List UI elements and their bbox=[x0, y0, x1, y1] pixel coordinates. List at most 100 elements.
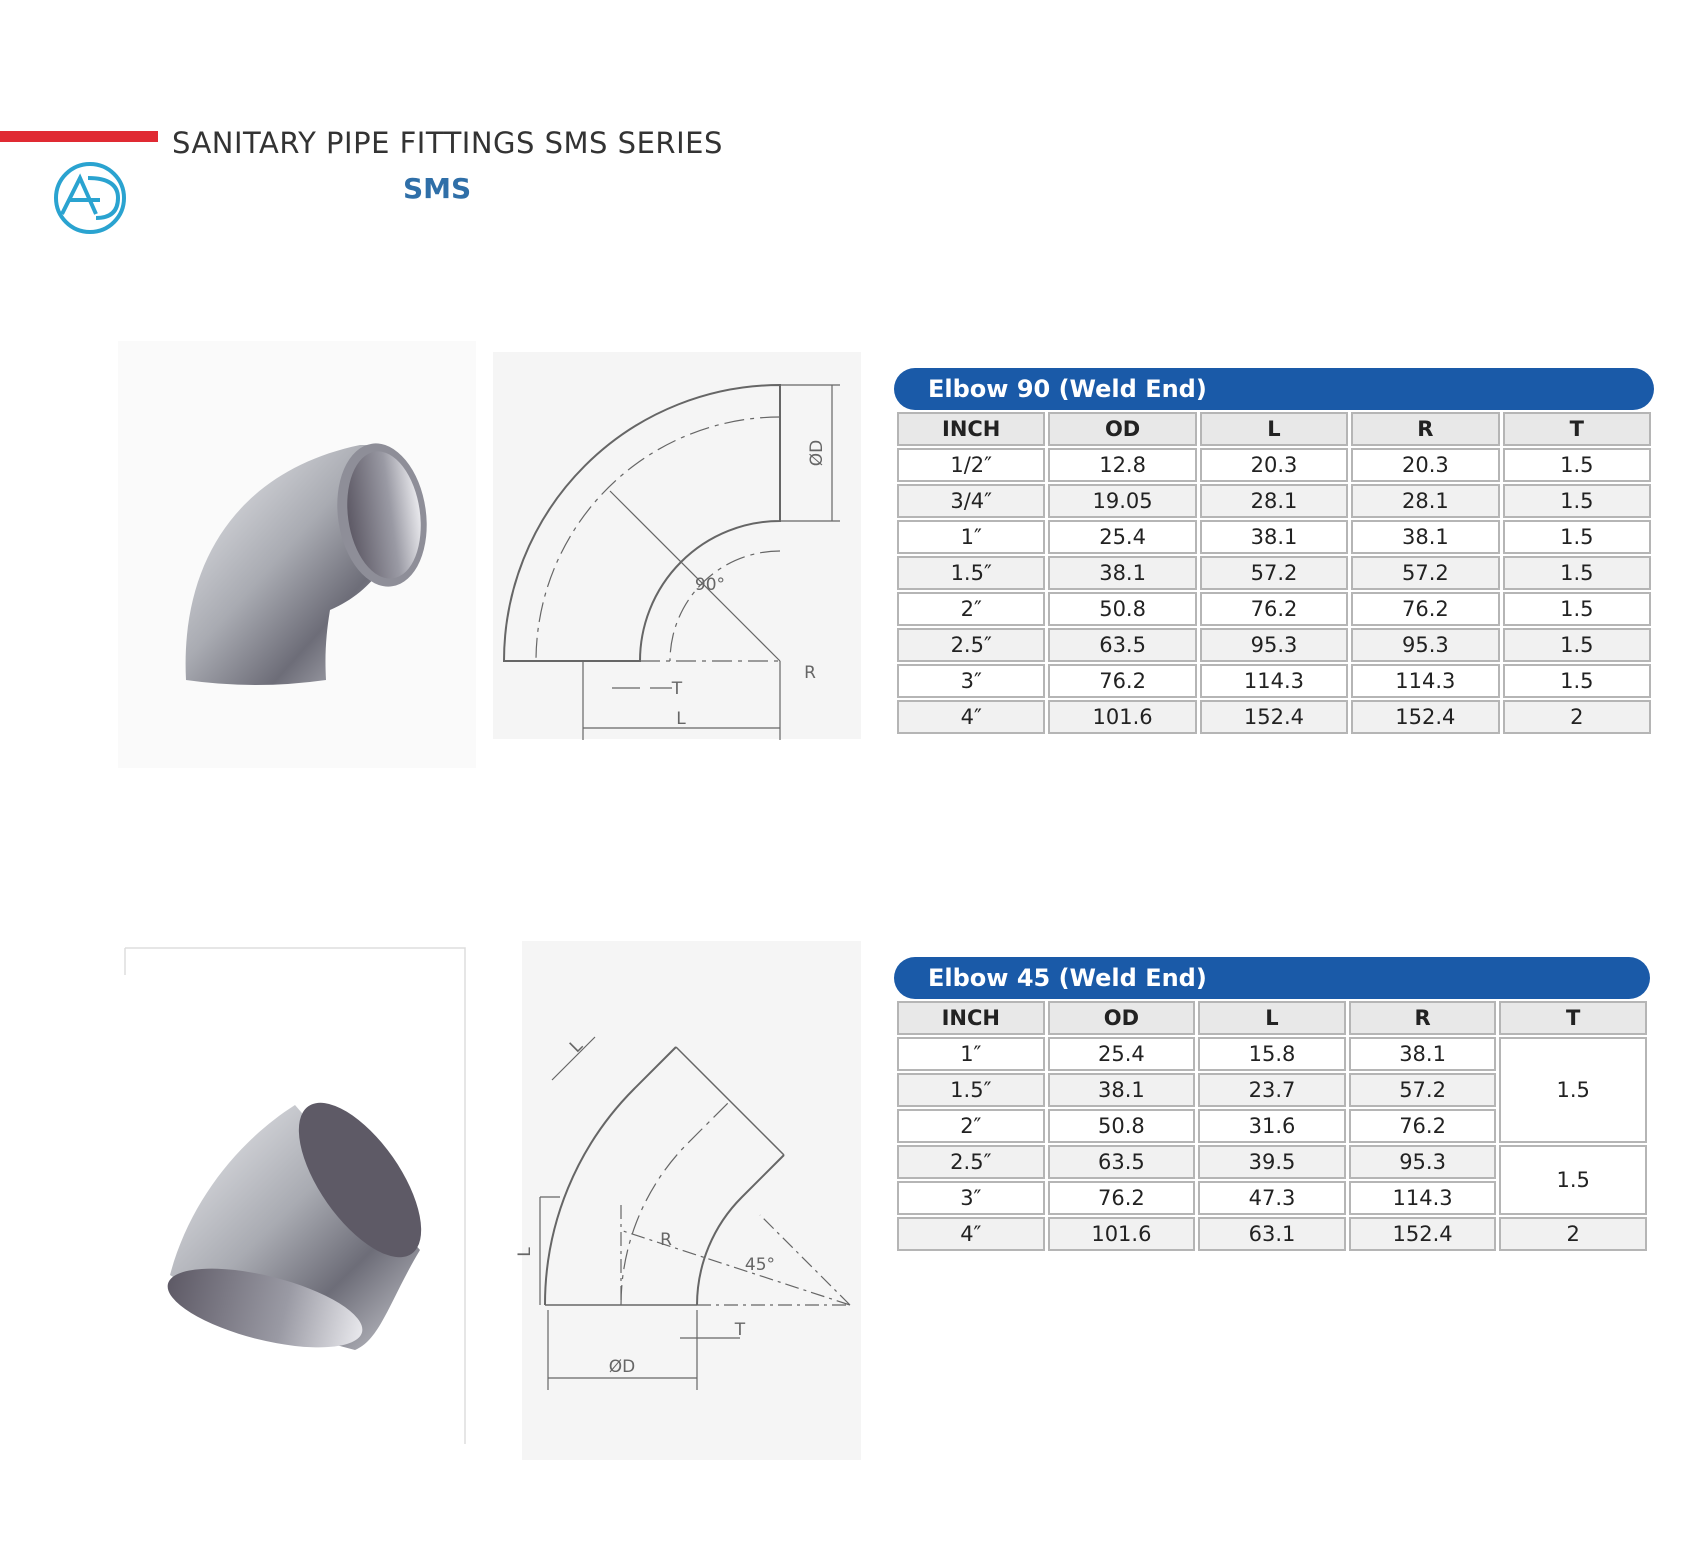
diagram-label: L bbox=[676, 709, 686, 729]
table-cell: 38.1 bbox=[1351, 520, 1500, 554]
table-cell: 1.5 bbox=[1502, 556, 1651, 590]
table-cell: 1.5 bbox=[1502, 448, 1651, 482]
table-cell: 39.5 bbox=[1198, 1145, 1346, 1179]
table-cell: 2.5″ bbox=[897, 628, 1046, 662]
table-row: 1.5″ 38.1 57.2 57.2 1.5 bbox=[897, 556, 1651, 590]
table-cell: 38.1 bbox=[1048, 556, 1197, 590]
table-cell: 50.8 bbox=[1048, 592, 1197, 626]
header-row: INCH OD L R T bbox=[897, 1001, 1647, 1035]
table-cell: 114.3 bbox=[1348, 1181, 1497, 1215]
table-cell: 114.3 bbox=[1199, 664, 1349, 698]
drawing-bg bbox=[493, 352, 861, 739]
table-row: 3″ 76.2 47.3 114.3 bbox=[897, 1181, 1647, 1215]
table-cell: 1.5 bbox=[1502, 484, 1651, 518]
table-cell: 2 bbox=[1499, 1217, 1647, 1251]
table-cell: 101.6 bbox=[1048, 700, 1197, 734]
table-row: 3/4″ 19.05 28.1 28.1 1.5 bbox=[897, 484, 1651, 518]
table-cell: 15.8 bbox=[1198, 1037, 1346, 1071]
table-cell: 31.6 bbox=[1198, 1109, 1346, 1143]
column-header: INCH bbox=[897, 1001, 1045, 1035]
table-cell: 1.5 bbox=[1502, 664, 1651, 698]
table-cell: 38.1 bbox=[1047, 1073, 1196, 1107]
diagram-label: T bbox=[734, 1320, 746, 1340]
table-cell: 63.5 bbox=[1047, 1145, 1196, 1179]
spec-table: INCH OD L R T 1″ 25.4 15.8 38.1 1.5 1.5″ 38.1 23.7 57… bbox=[894, 999, 1650, 1253]
diagram-label: ØD bbox=[807, 440, 827, 466]
table-cell: 57.2 bbox=[1199, 556, 1349, 590]
table-title: Elbow 45 (Weld End) bbox=[894, 957, 1650, 999]
table-cell: 1/2″ bbox=[897, 448, 1046, 482]
diagram-label: R bbox=[804, 663, 816, 683]
table-cell: 76.2 bbox=[1351, 592, 1500, 626]
table-cell: 2″ bbox=[897, 592, 1046, 626]
table-cell: 50.8 bbox=[1047, 1109, 1196, 1143]
table-cell: 152.4 bbox=[1351, 700, 1500, 734]
elbow-45-drawing bbox=[539, 1036, 851, 1390]
table-cell: 12.8 bbox=[1048, 448, 1197, 482]
table-row: 4″ 101.6 152.4 152.4 2 bbox=[897, 700, 1651, 734]
table-cell: 95.3 bbox=[1351, 628, 1500, 662]
page-subtitle: SMS bbox=[403, 172, 472, 205]
table-cell: 1.5″ bbox=[897, 1073, 1045, 1107]
table-row: 1″ 25.4 15.8 38.1 1.5 bbox=[897, 1037, 1647, 1143]
diagram-label: R bbox=[660, 1230, 672, 1250]
column-header: T bbox=[1502, 412, 1651, 446]
table-cell: 76.2 bbox=[1199, 592, 1349, 626]
table-cell: 47.3 bbox=[1198, 1181, 1346, 1215]
table-cell: 57.2 bbox=[1351, 556, 1500, 590]
table-title: Elbow 90 (Weld End) bbox=[894, 368, 1654, 410]
table-row: 2.5″ 63.5 95.3 95.3 1.5 bbox=[897, 628, 1651, 662]
table-cell: 28.1 bbox=[1199, 484, 1349, 518]
column-header: L bbox=[1199, 412, 1349, 446]
table-cell: 95.3 bbox=[1348, 1145, 1497, 1179]
column-header: R bbox=[1351, 412, 1500, 446]
table-cell: 1.5 bbox=[1502, 592, 1651, 626]
table-cell: 1.5 bbox=[1499, 1037, 1647, 1143]
table-row: 1″ 25.4 38.1 38.1 1.5 bbox=[897, 520, 1651, 554]
table-cell: 25.4 bbox=[1047, 1037, 1196, 1071]
table-cell: 76.2 bbox=[1048, 664, 1197, 698]
table-cell: 2 bbox=[1502, 700, 1651, 734]
column-header: L bbox=[1198, 1001, 1346, 1035]
table-cell: 4″ bbox=[897, 700, 1046, 734]
table-row: 1/2″ 12.8 20.3 20.3 1.5 bbox=[897, 448, 1651, 482]
column-header: T bbox=[1499, 1001, 1647, 1035]
table-cell: 1.5 bbox=[1499, 1145, 1647, 1215]
red-bar bbox=[0, 131, 158, 142]
table-cell: 152.4 bbox=[1199, 700, 1349, 734]
table-row: 4″ 101.6 63.1 152.4 2 bbox=[897, 1217, 1647, 1251]
table-cell: 1.5 bbox=[1502, 628, 1651, 662]
table-row: 3″ 76.2 114.3 114.3 1.5 bbox=[897, 664, 1651, 698]
table-row: 2″ 50.8 31.6 76.2 bbox=[897, 1109, 1647, 1143]
table-cell: 19.05 bbox=[1048, 484, 1197, 518]
elbow-90-drawing bbox=[502, 383, 840, 740]
table-cell: 3″ bbox=[897, 1181, 1045, 1215]
table-cell: 76.2 bbox=[1348, 1109, 1497, 1143]
table-cell: 1.5 bbox=[1502, 520, 1651, 554]
table-cell: 4″ bbox=[897, 1217, 1045, 1251]
spec-table-block: Elbow 90 (Weld End) INCH OD L R T 1/2″ 12.8 20.3… bbox=[894, 368, 1654, 736]
table-row: 1.5″ 38.1 23.7 57.2 bbox=[897, 1073, 1647, 1107]
diagram-label: T bbox=[671, 679, 683, 699]
drawing-bg bbox=[522, 941, 861, 1460]
table-cell: 1.5″ bbox=[897, 556, 1046, 590]
diagram-label: 45° bbox=[745, 1255, 775, 1275]
table-cell: 95.3 bbox=[1199, 628, 1349, 662]
table-cell: 20.3 bbox=[1351, 448, 1500, 482]
header-row: INCH OD L R T bbox=[897, 412, 1651, 446]
table-cell: 2″ bbox=[897, 1109, 1045, 1143]
table-cell: 63.1 bbox=[1198, 1217, 1346, 1251]
spec-table: INCH OD L R T 1/2″ 12.8 20.3 20.3 1.5 3/4″ 19.05 28.… bbox=[894, 410, 1654, 736]
table-cell: 76.2 bbox=[1047, 1181, 1196, 1215]
table-cell: 20.3 bbox=[1199, 448, 1349, 482]
table-cell: 1″ bbox=[897, 1037, 1045, 1071]
page-title: SANITARY PIPE FITTINGS SMS SERIES bbox=[172, 126, 723, 160]
logo bbox=[54, 162, 126, 234]
table-cell: 38.1 bbox=[1348, 1037, 1497, 1071]
table-row: 2″ 50.8 76.2 76.2 1.5 bbox=[897, 592, 1651, 626]
table-cell: 3″ bbox=[897, 664, 1046, 698]
table-cell: 3/4″ bbox=[897, 484, 1046, 518]
table-cell: 23.7 bbox=[1198, 1073, 1346, 1107]
